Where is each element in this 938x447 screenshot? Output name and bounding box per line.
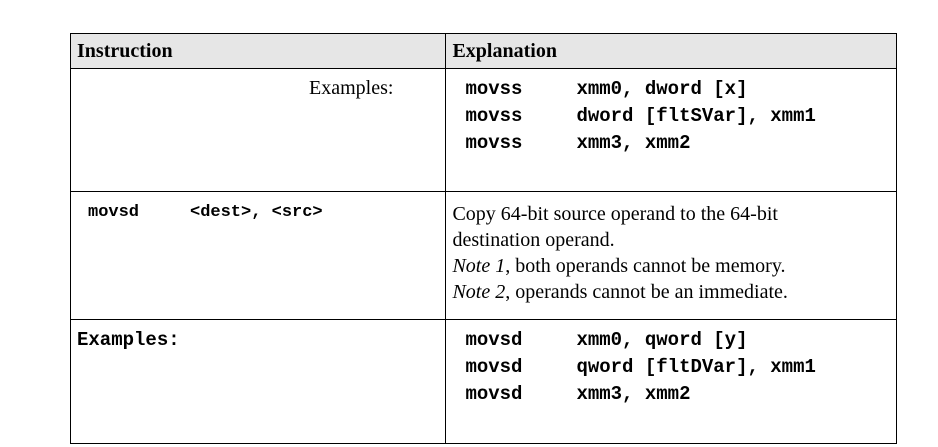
note-text: , operands cannot be an immediate.: [505, 281, 788, 303]
syntax-mnemonic: movsd: [88, 203, 140, 222]
instruction-column-header: Instruction: [69, 33, 447, 69]
code-operands: dword [fltSVar], xmm1: [576, 105, 816, 127]
note-label: Note 1: [452, 255, 506, 277]
note-label: Note 2: [452, 281, 506, 303]
explanation-line: Copy 64-bit source operand to the 64-bit: [452, 203, 778, 225]
code-line: movsd xmm0, qword [y]: [465, 327, 896, 354]
explanation-column-header: Explanation: [445, 33, 897, 69]
code-line: movss xmm0, dword [x]: [465, 76, 896, 103]
movsd-explanation: Copy 64-bit source operand to the 64-bit…: [445, 191, 897, 320]
code-line: movss dword [fltSVar], xmm1: [465, 103, 896, 130]
note-line: Note 1, both operands cannot be memory.: [452, 253, 896, 279]
table-row: Examples: movsd xmm0, qword [y] movsd qwor…: [69, 319, 897, 444]
code-mnemonic: movss: [465, 105, 523, 127]
code-operands: xmm3, xmm2: [576, 132, 691, 154]
code-operands: xmm0, dword [x]: [576, 78, 748, 100]
code-line: movss xmm3, xmm2: [465, 130, 896, 157]
syntax-operands: <dest>, <src>: [190, 203, 323, 222]
code-mnemonic: movsd: [465, 383, 523, 405]
code-mnemonic: movsd: [465, 329, 523, 351]
explanation-line: destination operand.: [452, 229, 615, 251]
table-row: movsd <dest>, <src> Copy 64-bit source op…: [69, 191, 897, 320]
note-line: Note 2, operands cannot be an immediate.: [452, 279, 896, 305]
movsd-syntax: movsd <dest>, <src>: [69, 191, 447, 320]
examples-label: Examples:: [69, 319, 447, 444]
note-text: , both operands cannot be memory.: [505, 255, 786, 277]
movsd-examples-code: movsd xmm0, qword [y] movsd qword [fltDVar…: [445, 319, 897, 444]
code-line: movsd xmm3, xmm2: [465, 381, 896, 408]
table-row: Examples: movss xmm0, dword [x] movss dwor…: [69, 68, 897, 192]
movss-examples-code: movss xmm0, dword [x] movss dword [fltSVar…: [445, 68, 897, 192]
code-operands: qword [fltDVar], xmm1: [576, 356, 816, 378]
instruction-table: Instruction Explanation Examples: movss x…: [69, 33, 897, 444]
clipped-header-text: [0, 0, 938, 6]
code-operands: xmm3, xmm2: [576, 383, 691, 405]
code-line: movsd qword [fltDVar], xmm1: [465, 354, 896, 381]
code-mnemonic: movss: [465, 132, 523, 154]
code-mnemonic: movsd: [465, 356, 523, 378]
code-mnemonic: movss: [465, 78, 523, 100]
code-operands: xmm0, qword [y]: [576, 329, 748, 351]
examples-label: Examples:: [69, 68, 447, 192]
table-header-row: Instruction Explanation: [69, 33, 897, 69]
